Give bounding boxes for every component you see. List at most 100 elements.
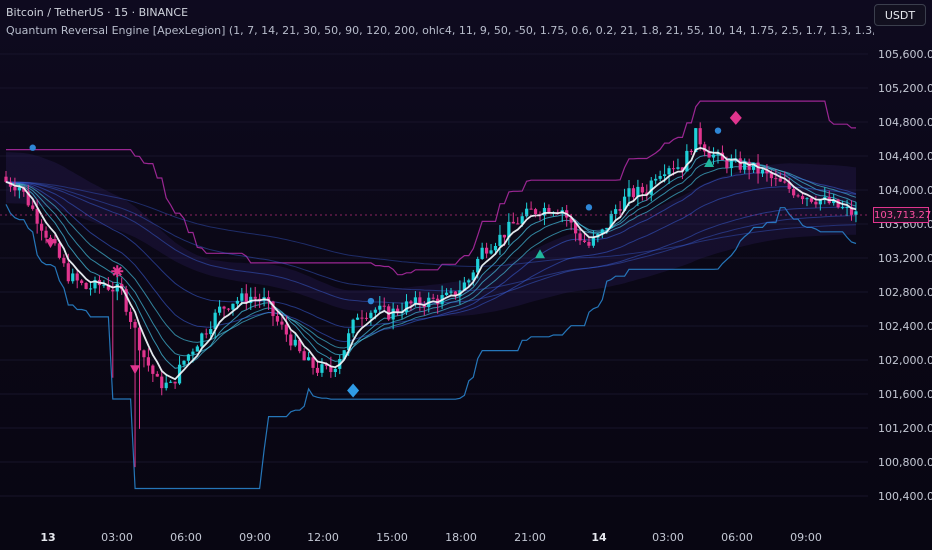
candle-body	[275, 316, 280, 322]
candle-body	[502, 234, 506, 238]
candle-body	[307, 357, 311, 361]
candle-body	[462, 282, 466, 291]
candle-body	[360, 317, 364, 319]
candle-body	[182, 360, 186, 365]
candle-body	[769, 173, 773, 179]
candle-body	[213, 312, 217, 330]
candle-body	[378, 305, 382, 310]
candle-body	[574, 222, 578, 234]
candle-body	[347, 333, 351, 351]
candle-body	[489, 250, 493, 254]
candle-body	[631, 188, 636, 198]
candle-body	[151, 365, 155, 374]
candle-body	[320, 364, 324, 373]
candle-body	[142, 350, 146, 358]
candle-body	[186, 354, 191, 361]
symbol-title[interactable]: Bitcoin / TetherUS · 15 · BINANCE	[6, 6, 189, 19]
price-tick-label: 101,200.00	[878, 422, 932, 435]
time-tick-label: 03:00	[652, 531, 684, 544]
signals-layer	[29, 110, 742, 398]
time-tick-label: 12:00	[307, 531, 339, 544]
candle-body	[582, 240, 587, 242]
ma-line-21	[5, 165, 857, 349]
ma-line-120	[5, 181, 857, 292]
candle-body	[600, 229, 604, 235]
candle-body	[57, 243, 61, 258]
candle-body	[115, 284, 119, 292]
candle-body	[413, 297, 417, 304]
candle-body	[124, 289, 128, 312]
time-tick-label: 09:00	[239, 531, 271, 544]
candle-body	[253, 296, 257, 299]
candle-body	[476, 258, 480, 273]
candle-body	[760, 169, 765, 174]
candle-body	[284, 324, 288, 335]
candle-body	[364, 317, 369, 319]
price-tick-label: 100,400.00	[878, 490, 932, 503]
candle-body	[649, 180, 653, 195]
candle-body	[249, 296, 253, 304]
candle-body	[111, 289, 115, 292]
candle-body	[449, 291, 453, 293]
candle-body	[645, 192, 649, 195]
candle-body	[195, 346, 199, 352]
candle-body	[396, 308, 400, 313]
time-tick-label: 09:00	[790, 531, 822, 544]
candle-body	[351, 319, 355, 334]
candle-body	[17, 187, 21, 191]
candle-body	[814, 201, 818, 205]
candle-body	[298, 339, 302, 352]
candle-body	[293, 339, 297, 346]
time-tick-label: 18:00	[445, 531, 477, 544]
cloud-fill	[6, 152, 856, 316]
candle-body	[796, 195, 800, 197]
candle-body	[35, 208, 39, 224]
candle-body	[640, 186, 644, 193]
candle-body	[752, 162, 756, 170]
indicator-legend[interactable]: Quantum Reversal Engine [ApexLegion] (1,…	[6, 24, 874, 37]
candle-body	[836, 199, 840, 208]
candle-body	[40, 223, 44, 231]
price-tick-label: 105,600.00	[878, 48, 932, 61]
candle-body	[280, 321, 284, 325]
candle-body	[218, 306, 222, 313]
candle-body	[663, 174, 667, 177]
time-tick-label: 14	[591, 531, 607, 544]
currency-button[interactable]: USDT	[874, 4, 926, 26]
candle-body	[102, 284, 106, 286]
ma-line-200	[5, 181, 857, 268]
candle-body	[525, 208, 529, 217]
candle-body	[520, 216, 524, 224]
upper-band-line	[6, 100, 856, 276]
signal-dot	[29, 144, 36, 151]
candle-body	[44, 230, 48, 238]
candle-body	[703, 144, 707, 152]
reversal-diamond	[729, 110, 742, 125]
candle-body	[698, 128, 702, 145]
price-tick-label: 102,000.00	[878, 354, 932, 367]
candle-body	[627, 188, 631, 197]
candle-body	[809, 198, 814, 202]
candle-body	[609, 213, 613, 228]
candle-body	[765, 169, 769, 174]
candle-body	[315, 367, 320, 373]
candle-body	[164, 382, 168, 389]
candle-body	[493, 245, 498, 251]
candle-body	[48, 237, 53, 240]
candle-body	[160, 376, 164, 389]
candle-body	[778, 178, 782, 182]
candle-body	[71, 273, 75, 282]
candle-body	[409, 301, 413, 304]
last-price-label: 103,713.27	[873, 207, 931, 223]
candle-body	[418, 297, 422, 306]
candle-body	[671, 168, 676, 170]
candle-body	[636, 186, 640, 198]
candle-body	[854, 211, 858, 215]
candle-body	[591, 237, 595, 246]
candle-body	[222, 306, 226, 309]
candle-body	[711, 154, 716, 158]
candle-body	[129, 311, 133, 322]
reversal-diamond	[347, 383, 360, 398]
